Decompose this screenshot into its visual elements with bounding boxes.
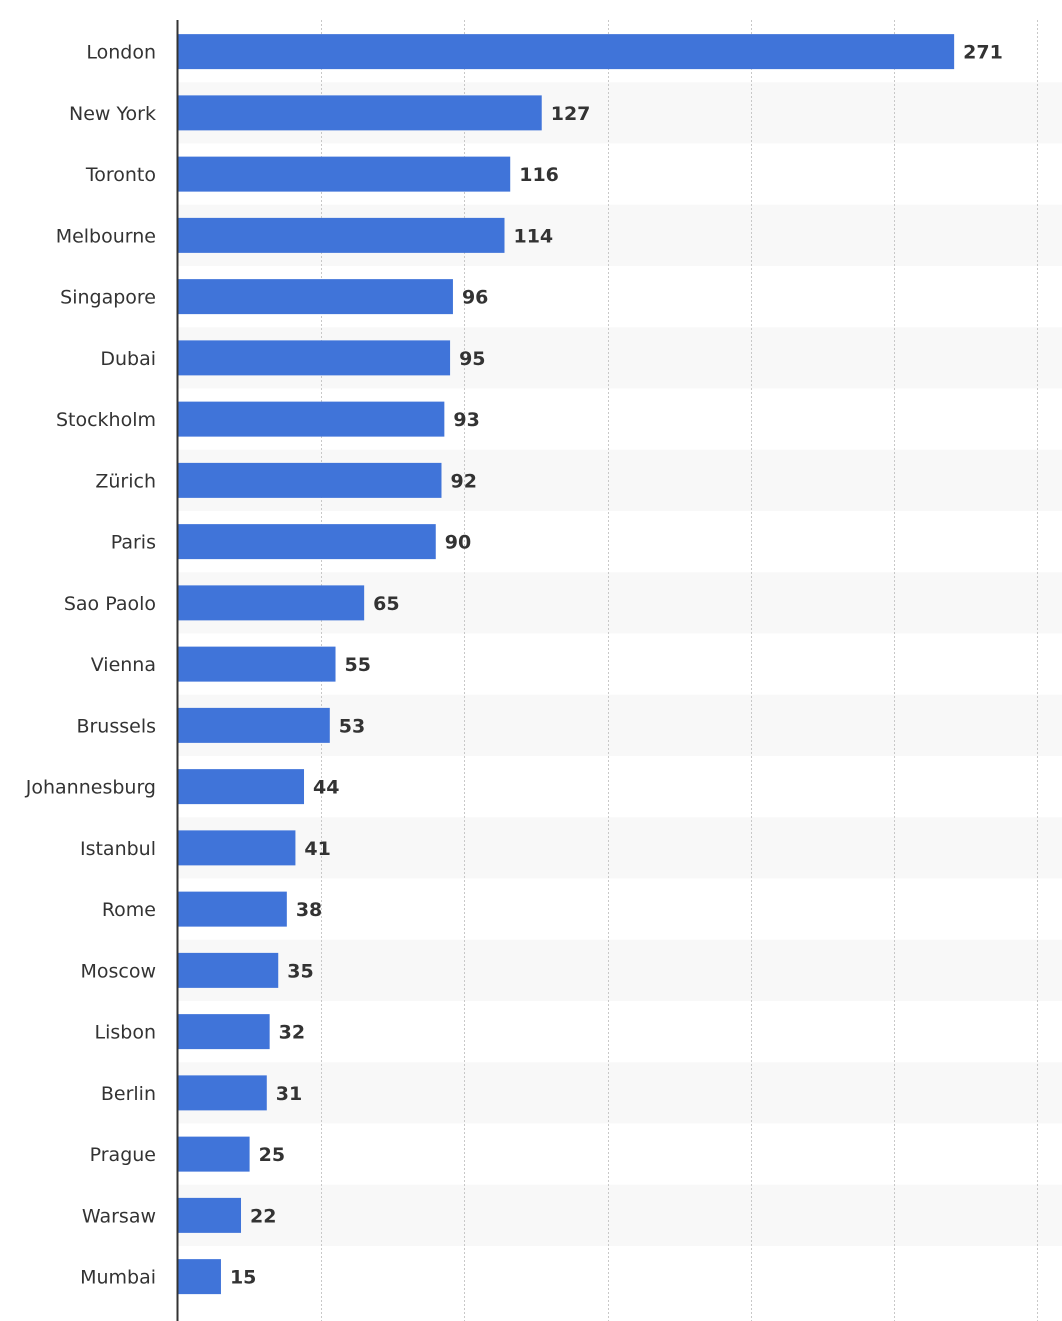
row-stripe xyxy=(178,1184,1062,1246)
category-label: Prague xyxy=(90,1144,156,1166)
category-label: Berlin xyxy=(101,1083,156,1105)
bar xyxy=(178,1197,242,1233)
data-label: 25 xyxy=(259,1144,285,1166)
category-label: Melbourne xyxy=(56,225,156,247)
category-label: Vienna xyxy=(91,654,156,676)
data-label: 92 xyxy=(450,470,476,492)
category-label: Moscow xyxy=(80,960,156,982)
data-label: 127 xyxy=(551,103,591,125)
category-label: Istanbul xyxy=(80,838,156,860)
data-label: 55 xyxy=(345,654,371,676)
bar xyxy=(178,952,279,988)
bar xyxy=(178,891,287,927)
data-label: 116 xyxy=(519,164,559,186)
data-label: 93 xyxy=(453,409,479,431)
data-label: 38 xyxy=(296,899,322,921)
row-stripe xyxy=(178,817,1062,879)
category-label: Rome xyxy=(102,899,156,921)
category-label: Zürich xyxy=(95,470,156,492)
data-label: 31 xyxy=(276,1083,302,1105)
data-label: 41 xyxy=(304,838,330,860)
value-labels: 271 127 116 114 96 95 93 92 90 65 55 53 44 41 38 35 32 31… xyxy=(230,42,1003,1289)
data-label: 44 xyxy=(313,777,339,799)
bar xyxy=(178,830,296,866)
category-label: Toronto xyxy=(85,164,156,186)
row-stripe xyxy=(178,939,1062,1001)
category-label: Brussels xyxy=(76,715,156,737)
data-label: 90 xyxy=(445,532,471,554)
bar xyxy=(178,34,955,70)
bar xyxy=(178,217,505,253)
data-label: 35 xyxy=(287,960,313,982)
bar xyxy=(178,524,436,560)
data-label: 53 xyxy=(339,715,365,737)
data-label: 271 xyxy=(963,42,1003,64)
category-label: Dubai xyxy=(100,348,156,370)
bar xyxy=(178,340,451,376)
row-stripe xyxy=(178,1062,1062,1124)
data-label: 95 xyxy=(459,348,485,370)
category-label: Warsaw xyxy=(82,1205,156,1227)
bar xyxy=(178,1136,250,1172)
bar xyxy=(178,156,511,192)
bar xyxy=(178,1259,221,1295)
bar xyxy=(178,646,336,682)
data-label: 96 xyxy=(462,287,488,309)
bar xyxy=(178,462,442,498)
bars xyxy=(178,34,955,1295)
category-labels: London New York Toronto Melbourne Singapore D… xyxy=(25,42,156,1289)
category-label: Paris xyxy=(111,532,156,554)
data-label: 65 xyxy=(373,593,399,615)
category-label: Mumbai xyxy=(80,1267,156,1289)
data-label: 22 xyxy=(250,1205,276,1227)
data-label: 15 xyxy=(230,1267,256,1289)
bar xyxy=(178,707,330,743)
data-label: 32 xyxy=(279,1022,305,1044)
bar xyxy=(178,95,542,131)
bar xyxy=(178,279,453,315)
category-label: Lisbon xyxy=(95,1022,157,1044)
bar xyxy=(178,1014,270,1050)
bar xyxy=(178,401,445,437)
category-label: Stockholm xyxy=(56,409,156,431)
category-label: New York xyxy=(69,103,156,125)
bar xyxy=(178,1075,267,1111)
category-label: London xyxy=(86,42,156,64)
category-label: Johannesburg xyxy=(25,777,156,799)
bar xyxy=(178,585,365,621)
bar xyxy=(178,769,305,805)
category-label: Singapore xyxy=(60,287,156,309)
data-label: 114 xyxy=(513,225,553,247)
category-label: Sao Paolo xyxy=(64,593,156,615)
